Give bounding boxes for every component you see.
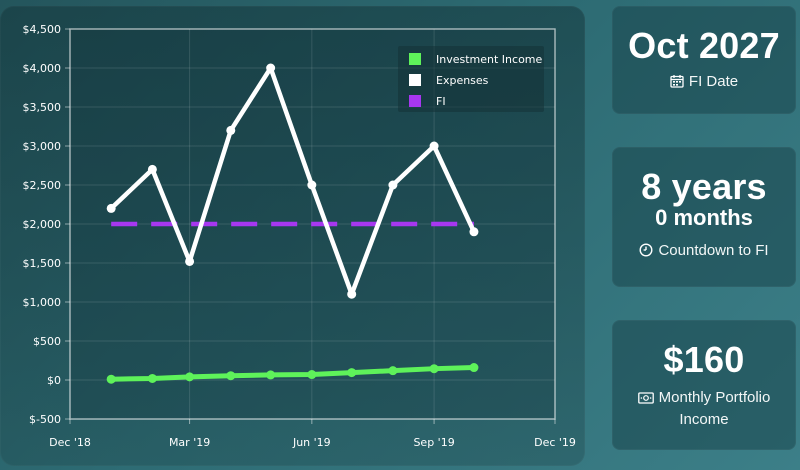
data-point-investment-income [106, 374, 116, 384]
data-point-investment-income [388, 366, 398, 376]
legend-label-fi: FI [436, 95, 446, 108]
data-point-expenses [388, 180, 398, 190]
countdown-label-row: Countdown to FI [612, 241, 796, 263]
chart-legend: Investment Income Expenses FI [398, 46, 544, 112]
data-point-expenses [226, 125, 236, 135]
y-tick-label: $2,000 [23, 218, 62, 231]
money-icon [637, 390, 654, 410]
legend-swatch-investment-income [409, 53, 421, 65]
legend-label-expenses: Expenses [436, 74, 489, 87]
data-point-investment-income [226, 371, 236, 381]
countdown-label: Countdown to FI [658, 242, 769, 259]
plot-border [69, 28, 556, 420]
chart-panel: $-500 $0 $500 $1,000 $1,500 $2,000 $2,500 $3,00… [0, 6, 585, 466]
chart-series [106, 63, 479, 384]
x-tick-label: Jun '19 [292, 436, 331, 449]
line-chart: $-500 $0 $500 $1,000 $1,500 $2,000 $2,500 $3,00… [23, 23, 576, 449]
data-point-expenses [147, 164, 157, 174]
monthly-income-card: $160 Monthly Portfolio Income [612, 320, 796, 450]
countdown-card: 8 years 0 months Countdown to FI [612, 147, 796, 287]
fi-date-card: Oct 2027 FI Date [612, 6, 796, 114]
y-tick-label: $2,500 [23, 179, 62, 192]
data-point-investment-income [266, 370, 276, 380]
y-tick-label: $3,000 [23, 140, 62, 153]
series-line-expenses [108, 65, 477, 297]
legend-swatch-expenses [409, 74, 421, 86]
y-tick-label: $0 [47, 374, 61, 387]
y-tick-label: $500 [33, 335, 61, 348]
y-tick-label: $1,500 [23, 257, 62, 270]
legend-label-investment-income: Investment Income [436, 53, 543, 66]
data-point-expenses [429, 141, 439, 151]
countdown-years: 8 years [641, 166, 767, 207]
x-tick-label: Sep '19 [413, 436, 454, 449]
y-tick-label: $1,000 [23, 296, 62, 309]
monthly-income-label-row: Monthly Portfolio Income [612, 388, 796, 430]
data-point-expenses [266, 63, 276, 73]
x-tick-label: Mar '19 [169, 436, 210, 449]
x-tick-label: Dec '19 [534, 436, 576, 449]
data-point-investment-income [185, 372, 195, 382]
data-point-investment-income [469, 363, 479, 373]
data-point-investment-income [429, 364, 439, 374]
x-tick-label: Dec '18 [49, 436, 91, 449]
monthly-income-value: $160 [663, 339, 745, 380]
monthly-income-label: Monthly Portfolio Income [658, 389, 771, 428]
calendar-icon [670, 74, 684, 94]
y-tick-label: $4,500 [23, 23, 62, 36]
chart-axes: $-500 $0 $500 $1,000 $1,500 $2,000 $2,500 $3,00… [23, 23, 576, 449]
data-point-expenses [307, 180, 317, 190]
clock-icon [639, 243, 653, 263]
legend-box [398, 46, 544, 112]
fi-date-label: FI Date [688, 73, 739, 90]
series-line-investment-income [108, 365, 477, 382]
fi-date-label-row: FI Date [612, 72, 796, 94]
y-tick-label: $-500 [29, 413, 61, 426]
countdown-months: 0 months [655, 205, 753, 230]
fi-date-value: Oct 2027 [628, 25, 780, 66]
legend-swatch-fi [409, 95, 421, 107]
y-tick-label: $4,000 [23, 62, 62, 75]
y-tick-label: $3,500 [23, 101, 62, 114]
data-point-investment-income [147, 373, 157, 383]
data-point-expenses [185, 256, 195, 266]
data-point-investment-income [307, 370, 317, 380]
data-point-expenses [106, 203, 116, 213]
data-point-expenses [347, 289, 357, 299]
data-point-investment-income [347, 368, 357, 378]
data-point-expenses [469, 227, 479, 237]
